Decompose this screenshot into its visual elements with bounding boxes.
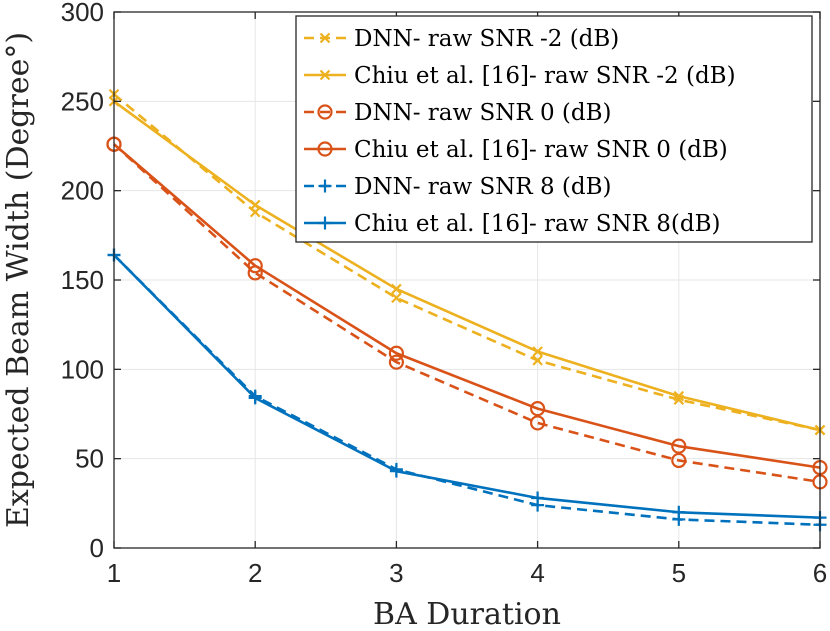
y-tick-label: 250 bbox=[61, 86, 104, 116]
legend-item: Chiu et al. [16]- raw SNR 8(dB) bbox=[304, 211, 720, 237]
circle-marker bbox=[317, 141, 333, 157]
series-line bbox=[113, 254, 821, 519]
x-tick-label: 4 bbox=[530, 558, 544, 588]
x-marker bbox=[391, 283, 402, 295]
series-line bbox=[113, 93, 821, 432]
circle-marker bbox=[529, 415, 546, 431]
circle-marker bbox=[317, 104, 333, 120]
legend-item: Chiu et al. [16]- raw SNR -2 (dB) bbox=[304, 63, 736, 89]
legend-item: DNN- raw SNR -2 (dB) bbox=[304, 26, 619, 52]
x-tick-label: 1 bbox=[107, 558, 121, 588]
series-2 bbox=[108, 96, 826, 436]
series-layer bbox=[106, 88, 828, 532]
plus-marker bbox=[318, 216, 332, 230]
x-tick-label: 6 bbox=[813, 558, 827, 588]
legend-item: Chiu et al. [16]- raw SNR 0 (dB) bbox=[304, 137, 728, 163]
x-tick-label: 5 bbox=[672, 558, 686, 588]
circle-marker bbox=[247, 258, 263, 274]
legend-item: DNN- raw SNR 0 (dB) bbox=[304, 100, 612, 126]
x-marker bbox=[673, 390, 685, 402]
legend-label: DNN- raw SNR -2 (dB) bbox=[354, 26, 619, 52]
plus-marker bbox=[389, 464, 403, 478]
series-line bbox=[113, 100, 821, 432]
circle-marker bbox=[671, 452, 687, 469]
x-marker bbox=[319, 32, 331, 44]
x-marker bbox=[249, 199, 261, 211]
y-axis-label: Expected Beam Width (Degree°) bbox=[1, 32, 36, 528]
x-marker bbox=[319, 69, 331, 81]
y-tick-label: 100 bbox=[61, 354, 104, 384]
plus-marker bbox=[318, 179, 332, 193]
legend: DNN- raw SNR -2 (dB) Chiu et al. [16]- ra… bbox=[295, 15, 813, 243]
legend-label: Chiu et al. [16]- raw SNR 8(dB) bbox=[354, 211, 720, 237]
x-marker bbox=[532, 355, 543, 366]
legend-label: Chiu et al. [16]- raw SNR -2 (dB) bbox=[354, 63, 736, 89]
series-line bbox=[113, 143, 821, 469]
y-tick-label: 50 bbox=[75, 444, 104, 474]
plus-marker bbox=[672, 505, 686, 519]
plus-marker bbox=[248, 391, 262, 405]
y-tick-label: 150 bbox=[61, 265, 104, 295]
y-tick-label: 0 bbox=[90, 533, 104, 563]
x-tick-label: 3 bbox=[389, 558, 403, 588]
circle-marker bbox=[671, 438, 687, 454]
y-tick-label: 300 bbox=[61, 0, 104, 27]
legend-item: DNN- raw SNR 8 (dB) bbox=[304, 174, 612, 200]
series-5 bbox=[107, 248, 827, 532]
legend-box bbox=[295, 15, 813, 243]
series-6 bbox=[107, 248, 827, 525]
legend-label: DNN- raw SNR 8 (dB) bbox=[354, 174, 612, 200]
x-axis-label: BA Duration bbox=[373, 597, 561, 631]
circle-marker bbox=[388, 354, 404, 370]
series-line bbox=[113, 143, 821, 484]
x-marker bbox=[391, 292, 402, 304]
y-tick-label: 200 bbox=[61, 176, 104, 206]
legend-label: Chiu et al. [16]- raw SNR 0 (dB) bbox=[354, 137, 728, 163]
axis-ticks: 1 2 3 4 5 6 0 50 100 150 200 250 300 bbox=[61, 0, 828, 588]
plus-marker bbox=[531, 491, 545, 505]
circle-marker bbox=[388, 345, 404, 361]
x-tick-label: 2 bbox=[248, 558, 262, 588]
x-marker bbox=[532, 346, 543, 357]
circle-marker bbox=[529, 401, 546, 417]
legend-label: DNN- raw SNR 0 (dB) bbox=[354, 100, 612, 126]
